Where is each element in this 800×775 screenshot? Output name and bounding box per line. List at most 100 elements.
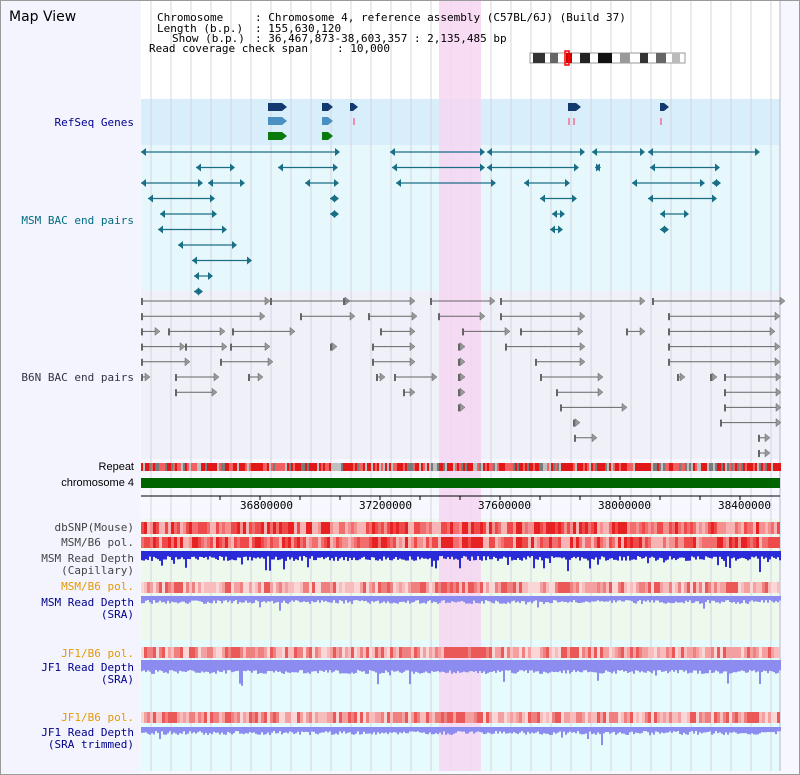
dbsnp-heat-cell — [708, 522, 711, 534]
msm-b6-pol-heat-cell — [771, 537, 774, 548]
jf1-depth-trimmed-bar — [207, 727, 209, 735]
chromosome-bar[interactable] — [141, 478, 780, 500]
msm-depth-sra-bar — [199, 596, 201, 602]
msm-depth-sra-bar — [307, 596, 309, 602]
jf1-b6-pol-heat-cell — [432, 647, 435, 658]
msm-depth-capillary-bar — [515, 551, 517, 561]
jf1-depth-trimmed-bar — [401, 727, 403, 734]
refseq-gene-features[interactable] — [268, 103, 669, 140]
jf1-b6-pol-trim-heat-cell — [471, 712, 474, 723]
msm-b6-pol-sra-heat-cell — [486, 582, 489, 593]
msm-depth-capillary-bar — [739, 551, 741, 559]
msm-depth-capillary-bar — [181, 551, 183, 558]
msm-b6-pol-heat-cell — [672, 537, 675, 548]
msm-b6-pol-sra-heat-cell — [744, 582, 747, 593]
dbsnp-heat-cell — [750, 522, 753, 534]
msm-depth-capillary-bar — [163, 551, 165, 560]
dbsnp-heat-cell — [504, 522, 507, 534]
dbsnp-heat-cell — [213, 522, 216, 534]
b6n-bac-end — [500, 313, 502, 321]
msm-depth-capillary-bar — [611, 551, 613, 559]
b6n-bac-features[interactable] — [141, 296, 786, 458]
dbsnp-heat-cell — [525, 522, 528, 534]
jf1-depth-trimmed-bar — [429, 727, 431, 733]
msm-depth-sra-bar — [191, 596, 193, 601]
msm-depth-sra-bar — [661, 596, 663, 603]
msm-depth-sra-bar — [267, 596, 269, 602]
msm-depth-sra-bar — [295, 596, 297, 601]
jf1-depth-trimmed-bar — [431, 727, 433, 735]
repeat-segment — [493, 463, 495, 471]
msm-depth-sra-bar — [467, 596, 469, 604]
msm-depth-capillary-bar — [577, 551, 579, 557]
dbsnp-heat-cell — [729, 522, 732, 534]
msm-b6-pol-heat-cell — [435, 537, 438, 548]
jf1-b6-pol-heat-cell — [288, 647, 291, 658]
msm-depth-capillary-bar — [623, 551, 625, 558]
msm-depth-capillary-bar — [151, 551, 153, 561]
jf1-depth-sra-bar — [253, 660, 255, 671]
jf1-depth-sra-bar — [511, 660, 513, 673]
dbsnp-heat-cell — [486, 522, 489, 534]
msm-depth-sra-bar — [521, 596, 523, 602]
b6n-bac-end — [720, 419, 722, 427]
msm-b6-pol-sra-heat-cell — [633, 582, 636, 593]
repeat-segment — [585, 463, 587, 471]
jf1-depth-trimmed-bar — [539, 727, 541, 734]
msm-depth-capillary-bar — [755, 551, 757, 557]
msm-bac-end — [141, 179, 146, 187]
jf1-b6-pol-trim-heat-cell — [666, 712, 669, 723]
msm-depth-sra-bar — [327, 596, 329, 603]
msm-depth-sra-bar — [269, 596, 271, 602]
msm-depth-sra-bar — [531, 596, 533, 604]
jf1-depth-sra-bar — [563, 660, 565, 671]
repeat-segment — [157, 463, 159, 471]
b6n-bac-end — [774, 342, 781, 352]
repeat-segment — [591, 463, 593, 471]
dbsnp-heat-cell — [696, 522, 699, 534]
repeat-segment — [393, 463, 395, 471]
msm-b6-pol-sra-heat-cell — [660, 582, 663, 593]
jf1-depth-sra-bar — [669, 660, 671, 672]
jf1-depth-trimmed-bar — [231, 727, 233, 735]
repeat-segment — [385, 463, 387, 471]
highlight-region[interactable] — [439, 1, 481, 771]
jf1-depth-trimmed-bar — [545, 727, 547, 734]
read-depth-tracks[interactable] — [141, 551, 781, 746]
jf1-depth-trimmed-bar — [711, 727, 713, 735]
msm-bac-features[interactable] — [141, 148, 760, 296]
b6n-bac-end — [579, 357, 586, 367]
repeat-segment — [411, 463, 413, 471]
repeat-segment — [325, 463, 327, 471]
msm-depth-capillary-bar — [763, 551, 765, 559]
dbsnp-heat-cell — [771, 522, 774, 534]
msm-b6-pol-heat-cell — [474, 537, 477, 548]
msm-depth-sra-bar — [389, 596, 391, 604]
repeat-track[interactable] — [141, 463, 781, 471]
msm-depth-capillary-bar — [591, 551, 593, 559]
msm-depth-sra-bar — [371, 596, 373, 602]
polymorphism-heat-tracks[interactable] — [141, 522, 780, 723]
dbsnp-heat-cell — [207, 522, 210, 534]
repeat-segment — [155, 463, 157, 471]
msm-depth-capillary-bar — [753, 551, 755, 558]
jf1-b6-pol-heat-cell — [144, 647, 147, 658]
jf1-b6-pol-heat-cell — [351, 647, 354, 658]
chromosome-ideogram[interactable] — [529, 50, 686, 66]
repeat-segment — [401, 463, 403, 471]
dbsnp-heat-cell — [267, 522, 270, 534]
msm-depth-sra-bar — [495, 596, 497, 601]
repeat-segment — [365, 463, 367, 471]
msm-b6-pol-heat-cell — [768, 537, 771, 548]
repeat-segment — [395, 463, 397, 471]
msm-depth-sra-bar — [263, 596, 265, 602]
jf1-depth-sra-bar — [659, 660, 661, 671]
msm-depth-capillary-bar — [439, 551, 441, 557]
jf1-b6-pol-trim-heat-cell — [318, 712, 321, 723]
jf1-b6-pol-heat-cell — [180, 647, 183, 658]
dbsnp-heat-cell — [501, 522, 504, 534]
jf1-depth-sra-bar — [193, 660, 195, 672]
repeat-segment — [159, 463, 161, 471]
jf1-b6-pol-heat-cell — [375, 647, 378, 658]
